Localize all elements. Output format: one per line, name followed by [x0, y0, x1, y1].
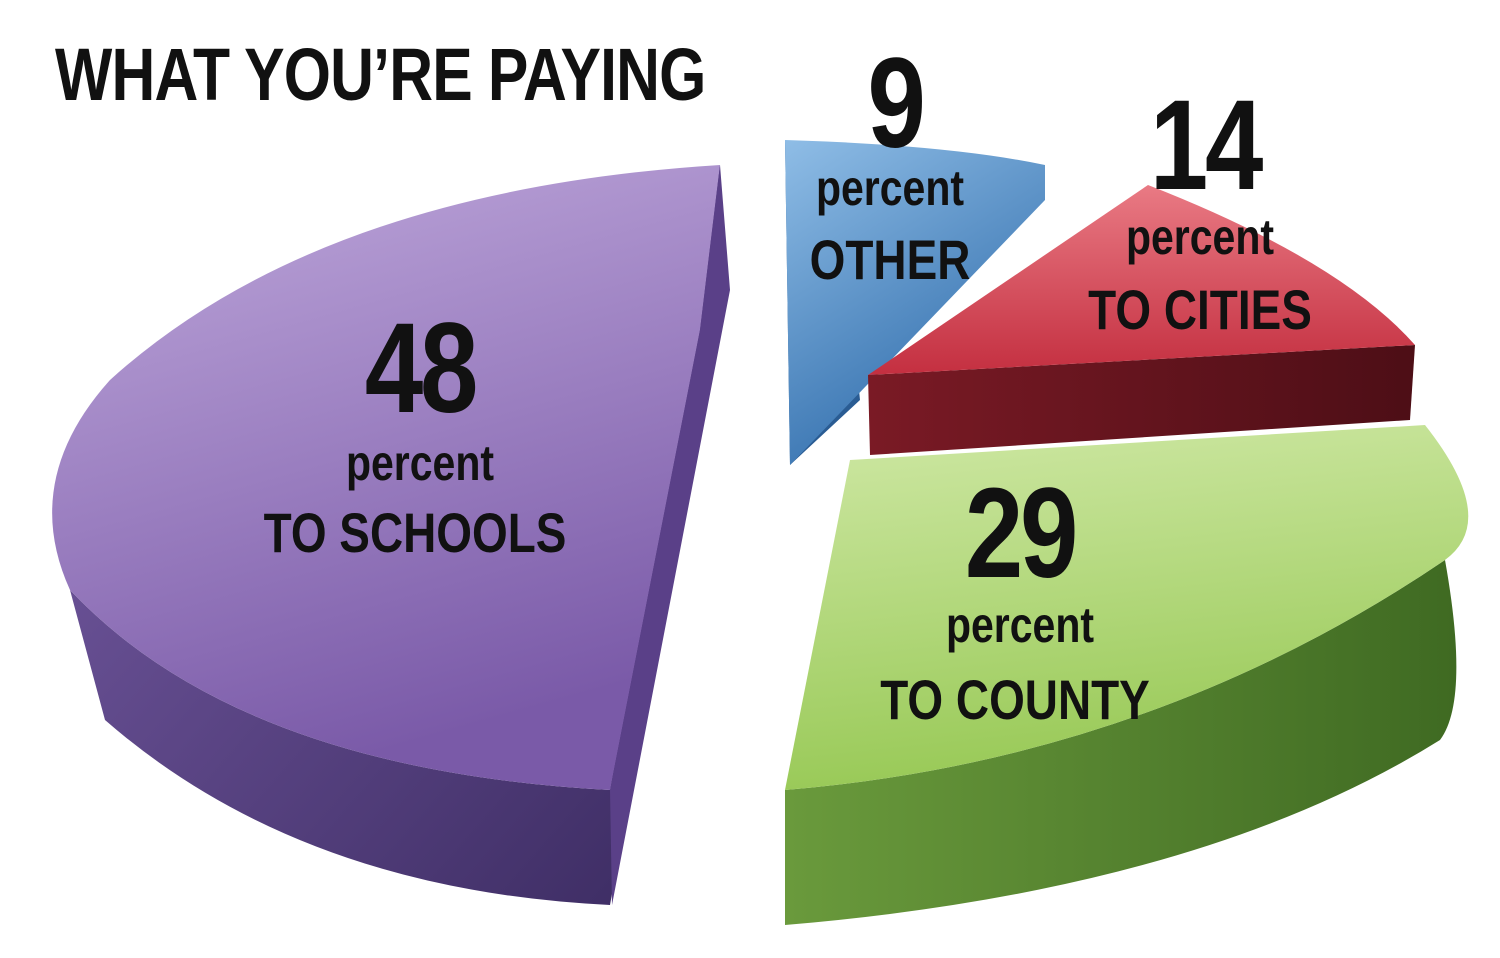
slice-schools	[52, 165, 730, 905]
slice-schools-top	[52, 165, 720, 790]
slice-cities	[868, 185, 1415, 455]
county-value-label: 29	[964, 462, 1078, 605]
county-name-label: TO COUNTY	[880, 668, 1150, 731]
slice-county-side	[785, 560, 1457, 925]
schools-percent-label: percent	[345, 435, 495, 491]
cities-name-label: TO CITIES	[1088, 278, 1312, 341]
cities-value-label: 14	[1149, 74, 1263, 217]
cities-percent-label: percent	[1125, 209, 1275, 265]
slice-cities-side	[868, 345, 1415, 455]
slice-county-top	[785, 425, 1469, 790]
slice-schools-edge	[610, 165, 730, 905]
schools-name-label: TO SCHOOLS	[263, 501, 567, 564]
slice-county	[785, 425, 1469, 925]
schools-value-label: 48	[364, 297, 478, 440]
other-name-label: OTHER	[809, 228, 971, 291]
other-percent-label: percent	[815, 160, 965, 216]
slice-other-top	[785, 140, 1045, 465]
county-percent-label: percent	[945, 597, 1095, 653]
slice-schools-side	[70, 165, 720, 905]
chart-title: WHAT YOU’RE PAYING	[55, 33, 706, 116]
other-value-label: 9	[867, 32, 925, 175]
slice-other	[785, 140, 1045, 465]
slice-cities-top	[868, 185, 1415, 375]
